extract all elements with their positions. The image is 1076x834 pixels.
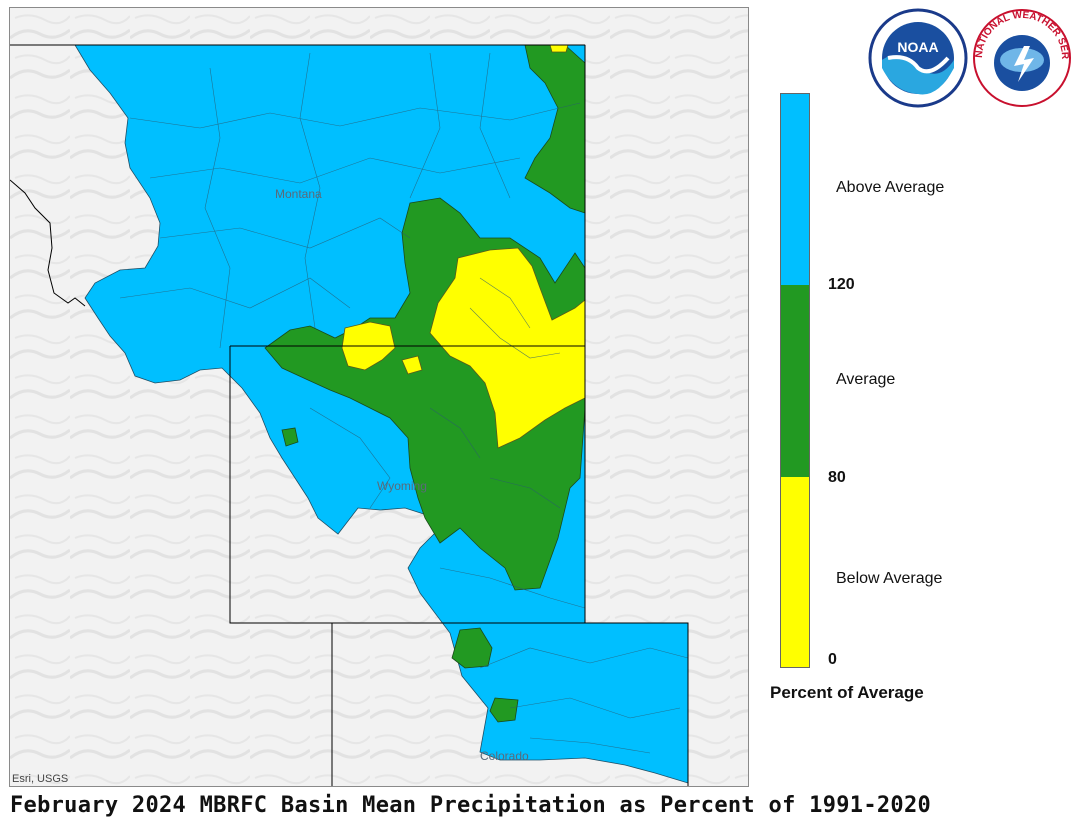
map-panel[interactable]: Montana Wyoming Colorado	[9, 7, 749, 787]
legend-label-average: Average	[836, 371, 896, 388]
noaa-logo: NOAA	[868, 8, 968, 108]
page-title: February 2024 MBRFC Basin Mean Precipita…	[10, 793, 932, 818]
sub-basin-lines	[119, 52, 689, 754]
legend-break-80: 80	[828, 469, 846, 486]
nws-logo: NATIONAL WEATHER SERVICE	[968, 0, 1072, 108]
map-attribution: Esri, USGS	[12, 773, 69, 785]
legend-swatch-below	[781, 477, 809, 667]
legend-label-below: Below Average	[836, 570, 943, 587]
legend-break-0: 0	[828, 651, 837, 668]
region-below-average-east[interactable]	[429, 247, 586, 449]
state-boundaries	[10, 44, 689, 786]
legend-break-120: 120	[828, 276, 855, 293]
basin-map[interactable]: Montana Wyoming Colorado	[10, 8, 749, 787]
legend-swatch-average	[781, 285, 809, 477]
state-label-montana: Montana	[275, 187, 322, 201]
region-below-average-north[interactable]	[549, 44, 569, 53]
region-average-colorado[interactable]	[451, 627, 493, 669]
legend-color-bar	[780, 93, 810, 668]
legend-label-above: Above Average	[836, 179, 945, 196]
state-label-colorado: Colorado	[480, 749, 529, 763]
legend-unit-label: Percent of Average	[770, 683, 924, 702]
legend-swatch-above	[781, 94, 809, 285]
region-average-colorado-south[interactable]	[489, 697, 519, 723]
state-label-wyoming: Wyoming	[377, 479, 427, 493]
international-border-line	[10, 179, 86, 307]
noaa-logo-text: NOAA	[897, 39, 938, 55]
region-below-average-small[interactable]	[401, 355, 423, 375]
region-average-west-patch[interactable]	[281, 427, 299, 447]
